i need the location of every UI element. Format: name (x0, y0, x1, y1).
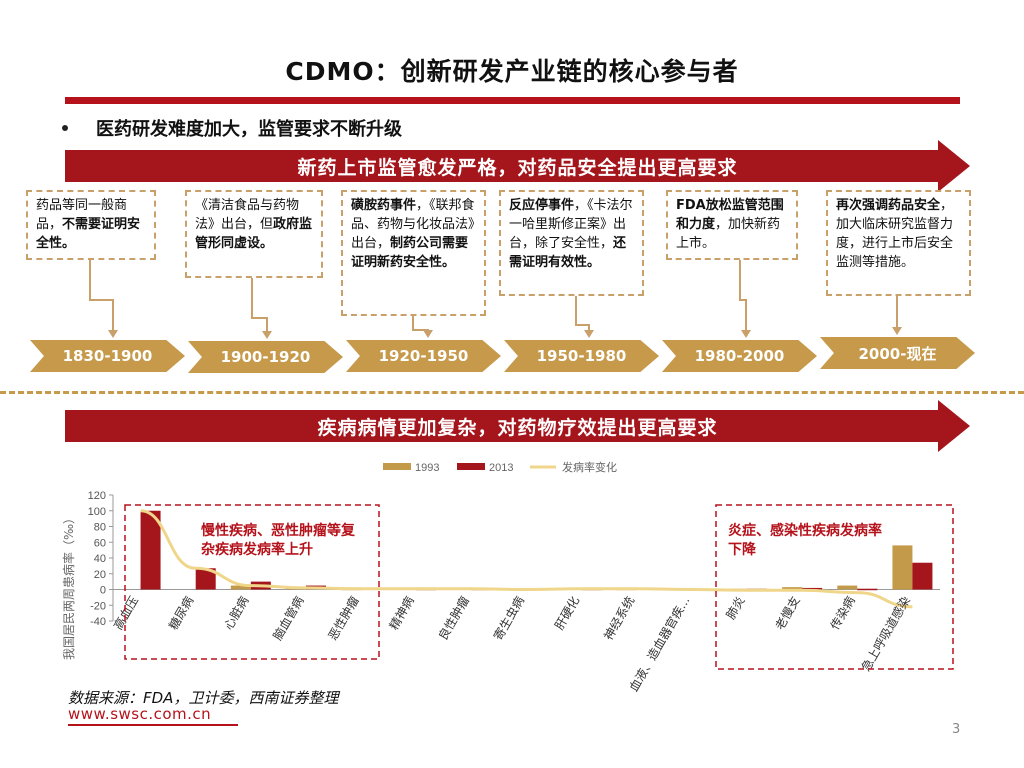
connector-arrow-icon (892, 327, 902, 335)
timeline-event-text: 还需证明有效性。 (509, 236, 627, 270)
x-tick-label: 传染病 (827, 594, 858, 633)
data-source: 数据来源：FDA，卫计委，西南证券整理 (68, 689, 339, 707)
legend-label: 发病率变化 (562, 460, 617, 474)
timeline-event-text: 制药公司需要证明新药安全性。 (351, 236, 469, 270)
chronic-disease-note: 慢性疾病、恶性肿瘤等复杂疾病发病率上升 (201, 522, 356, 558)
timeline-period-arrow: 1980-2000 (662, 340, 817, 372)
y-tick-label: -20 (90, 600, 106, 612)
chronic-disease-highlight-box (124, 504, 380, 660)
legend-swatch (457, 463, 485, 470)
bar-2013 (857, 588, 878, 591)
y-tick-label: -40 (90, 616, 106, 628)
legend-label: 2013 (489, 462, 513, 474)
arrow-head-icon (938, 400, 970, 452)
timeline-event-box: 磺胺药事件，《联邦食品、药物与化妆品法》出台，制药公司需要证明新药安全性。 (341, 190, 486, 316)
website-link[interactable]: www.swsc.com.cn (68, 705, 212, 723)
timeline-event-text: ，《联邦食品、药物与化妆品法》出台， (351, 198, 475, 251)
timeline-period-arrow: 1920-1950 (346, 340, 501, 372)
bullet-dot-icon (62, 125, 68, 131)
bar-1993 (782, 587, 803, 590)
regulation-banner-arrow: 新药上市监管愈发严格，对药品安全提出更高要求 (65, 140, 970, 192)
connector-arrow-icon (584, 330, 594, 338)
timeline-event-text: 再次强调药品安全 (836, 198, 941, 213)
timeline-period-arrow: 1950-1980 (504, 340, 659, 372)
x-tick-label: 血液、造血器官疾... (626, 594, 693, 695)
x-tick-label: 脑血管病 (270, 594, 307, 643)
connector-arrow-icon (423, 330, 433, 338)
regulation-banner-text: 新药上市监管愈发严格，对药品安全提出更高要求 (297, 156, 738, 179)
y-tick-label: 120 (88, 490, 106, 502)
timeline-period-arrow: 1830-1900 (30, 340, 185, 372)
x-tick-label: 肺炎 (723, 594, 747, 622)
timeline-event-text: 《清洁食品与药物法》出台，但 (195, 198, 300, 232)
timeline-period-arrow: 1900-1920 (188, 341, 343, 373)
timeline-connector (251, 278, 268, 335)
bar-1993 (892, 545, 913, 590)
website-underline (68, 724, 238, 726)
arrow-head-icon (938, 140, 970, 192)
timeline-event-text: ，加快新药上市。 (676, 217, 781, 251)
x-tick-label: 糖尿病 (165, 594, 196, 633)
x-tick-label: 肝硬化 (552, 594, 582, 632)
timeline-event-text: 政府监管形同虚设。 (195, 217, 313, 251)
x-tick-label: 良性肿瘤 (435, 594, 472, 643)
bullet-point: 医药研发难度加大，监管要求不断升级 (62, 115, 402, 141)
bullet-text: 医药研发难度加大，监管要求不断升级 (96, 119, 402, 140)
section-divider (0, 391, 1024, 394)
timeline-event-text: FDA放松监管范围和力度 (676, 198, 784, 232)
y-tick-label: 40 (94, 553, 106, 565)
timeline-event-text: 磺胺药事件 (351, 198, 417, 213)
x-tick-label: 恶性肿瘤 (325, 594, 362, 643)
timeline-connector (739, 260, 747, 334)
bar-2013 (195, 568, 216, 590)
connector-arrow-icon (741, 330, 751, 338)
bar-2013 (802, 587, 823, 590)
timeline-event-text: ，《卡法尔一哈里斯修正案》出台，除了安全性， (509, 198, 633, 251)
legend-label: 1993 (415, 462, 439, 474)
disease-banner-arrow: 疾病病情更加复杂，对药物疗效提出更高要求 (65, 400, 970, 452)
connector-arrow-icon (108, 330, 118, 338)
timeline-connector (412, 316, 429, 334)
x-tick-label: 急上呼吸道感染 (858, 594, 913, 674)
timeline-event-box: 《清洁食品与药物法》出台，但政府监管形同虚设。 (185, 190, 323, 278)
page-title: CDMO：创新研发产业链的核心参与者 (285, 57, 739, 86)
timeline-period-arrow: 2000-现在 (820, 337, 975, 369)
infection-disease-note: 炎症、感染性疾病发病率下降 (728, 522, 882, 558)
timeline-event-text: 反应停事件 (509, 198, 575, 213)
timeline-connector (575, 296, 590, 334)
timeline-event-box: FDA放松监管范围和力度，加快新药上市。 (666, 190, 798, 260)
legend-swatch (383, 463, 411, 470)
timeline-connector (89, 260, 114, 334)
timeline-event-box: 再次强调药品安全，加大临床研究监督力度，进行上市后安全监测等措施。 (826, 190, 971, 296)
x-tick-label: 老慢支 (773, 594, 803, 632)
x-tick-label: 寄生虫病 (490, 594, 527, 643)
timeline-event-text: 不需要证明安全性。 (36, 217, 141, 251)
y-tick-label: 100 (88, 506, 106, 518)
x-tick-label: 神经系统 (601, 594, 637, 643)
bar-1993 (230, 585, 251, 590)
bar-2013 (140, 510, 161, 590)
timeline-event-box: 反应停事件，《卡法尔一哈里斯修正案》出台，除了安全性，还需证明有效性。 (499, 190, 644, 296)
timeline-event-box: 药品等同一般商品，不需要证明安全性。 (26, 190, 156, 260)
timeline-event-text: 药品等同一般商品， (36, 198, 128, 232)
prevalence-chart: 1993 2013 发病率变化 -40 -20 0 20 40 60 80 100 120 我国居民两周… (61, 460, 954, 695)
timeline-event-text: ，加大临床研究监督力度，进行上市后安全监测等措施。 (836, 198, 954, 270)
title-underline (65, 97, 960, 104)
connector-arrow-icon (262, 331, 272, 339)
infection-disease-highlight-box (715, 504, 954, 670)
y-tick-label: 60 (94, 537, 106, 549)
bar-2013 (912, 562, 933, 590)
y-tick-label: 20 (94, 569, 106, 581)
y-tick-label: 0 (100, 585, 106, 597)
x-tick-label: 心脏病 (220, 594, 251, 633)
y-axis-label: 我国居民两周患病率（‰） (61, 512, 76, 660)
disease-banner-text: 疾病病情更加复杂，对药物疗效提出更高要求 (317, 416, 718, 439)
y-tick-label: 80 (94, 522, 106, 534)
page-number: 3 (952, 722, 961, 737)
bar-1993 (837, 585, 858, 590)
x-tick-label: 精神病 (386, 594, 417, 633)
